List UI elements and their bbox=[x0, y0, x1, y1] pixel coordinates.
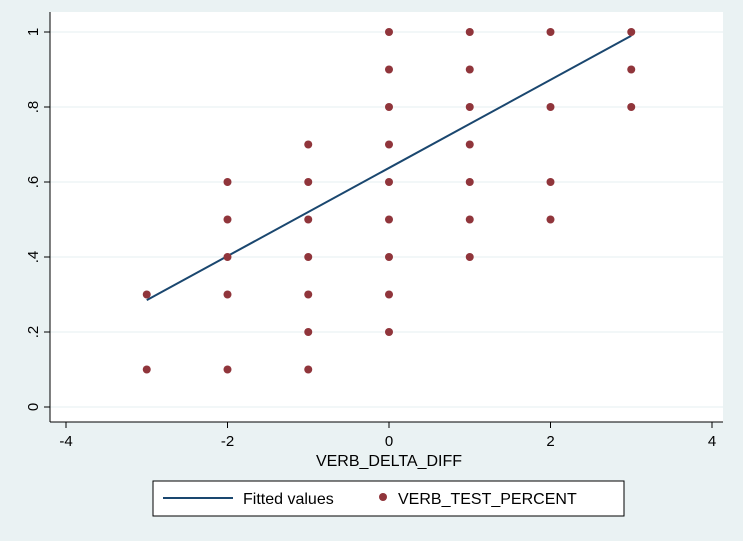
x-tick-label-2: 0 bbox=[385, 433, 393, 450]
scatter-point-25 bbox=[465, 103, 474, 111]
legend-label-fitted: Fitted values bbox=[243, 491, 334, 508]
scatter-point-9 bbox=[304, 215, 313, 224]
scatter-point-30 bbox=[546, 28, 555, 36]
x-axis-title: VERB_DELTA_DIFF bbox=[316, 453, 462, 470]
scatter-point-4 bbox=[223, 253, 232, 261]
scatter-point-8 bbox=[304, 178, 313, 186]
scatter-point-33 bbox=[546, 215, 555, 224]
scatter-point-35 bbox=[627, 65, 636, 74]
scatter-point-31 bbox=[546, 103, 555, 111]
legend-marker-swatch bbox=[379, 493, 387, 501]
x-tick-label-1: -2 bbox=[221, 433, 234, 450]
y-tick-label-1: .2 bbox=[25, 326, 42, 339]
scatter-point-23 bbox=[465, 28, 474, 36]
scatter-point-29 bbox=[465, 253, 474, 261]
y-tick-label-4: .8 bbox=[25, 101, 42, 114]
scatter-point-5 bbox=[223, 290, 232, 299]
data-marks bbox=[142, 28, 636, 374]
x-tick-label-3: 2 bbox=[546, 433, 554, 450]
scatter-point-32 bbox=[546, 178, 555, 186]
y-tick-label-3: .6 bbox=[25, 176, 42, 189]
y-tick-label-5: 1 bbox=[25, 28, 42, 36]
x-tick-label-4: 4 bbox=[708, 433, 716, 450]
scatter-point-21 bbox=[385, 290, 393, 299]
scatter-point-26 bbox=[465, 140, 474, 149]
y-tick-label-0: 0 bbox=[25, 403, 42, 411]
scatter-point-24 bbox=[465, 65, 474, 74]
scatter-point-12 bbox=[304, 328, 313, 336]
scatter-point-18 bbox=[385, 178, 393, 186]
scatter-point-20 bbox=[385, 253, 393, 261]
scatter-point-14 bbox=[385, 28, 393, 36]
scatter-point-16 bbox=[385, 103, 393, 111]
scatter-point-34 bbox=[627, 28, 636, 36]
scatter-point-11 bbox=[304, 290, 313, 299]
scatter-point-10 bbox=[304, 253, 313, 261]
scatter-point-7 bbox=[304, 140, 313, 149]
scatter-point-1 bbox=[142, 365, 151, 374]
legend: Fitted values VERB_TEST_PERCENT bbox=[152, 480, 625, 517]
scatter-point-28 bbox=[465, 215, 474, 224]
legend-label-scatter: VERB_TEST_PERCENT bbox=[398, 491, 577, 508]
scatter-point-15 bbox=[385, 65, 393, 74]
y-tick-label-2: .4 bbox=[25, 251, 42, 264]
scatter-point-6 bbox=[223, 365, 232, 374]
scatter-point-2 bbox=[223, 178, 232, 186]
scatter-point-22 bbox=[385, 328, 393, 336]
scatter-point-36 bbox=[627, 103, 636, 111]
x-tick-label-0: -4 bbox=[59, 433, 72, 450]
scatter-point-13 bbox=[304, 365, 313, 374]
scatter-point-0 bbox=[142, 290, 151, 299]
scatter-point-17 bbox=[385, 140, 393, 149]
scatter-point-3 bbox=[223, 215, 232, 224]
scatter-point-27 bbox=[465, 178, 474, 186]
scatter-point-19 bbox=[385, 215, 393, 224]
axes: 0 .2 .4 .6 .8 1 -4 -2 0 2 4 bbox=[25, 12, 723, 450]
